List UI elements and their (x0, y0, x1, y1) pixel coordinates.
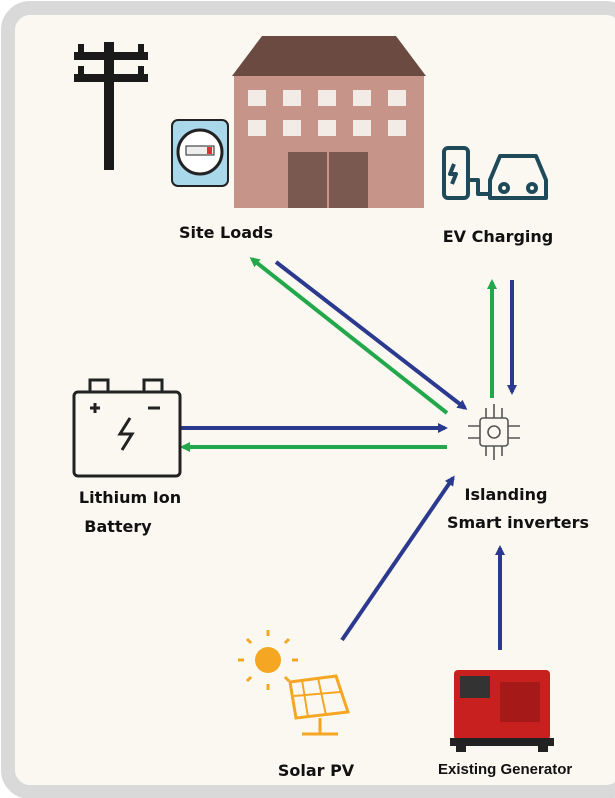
node-label: Lithium Ion (79, 488, 181, 507)
node-label: Solar PV (278, 761, 355, 780)
meter-icon (172, 120, 228, 186)
diagram: Site Loads EV Charging Lithium Ion Batte… (0, 0, 615, 798)
node-label: Existing Generator (438, 761, 572, 778)
node-label: Battery (84, 517, 152, 536)
node-label: Smart inverters (447, 513, 589, 532)
node-label: Site Loads (179, 223, 273, 242)
page: Site Loads EV Charging Lithium Ion Batte… (0, 0, 615, 798)
node-label: EV Charging (443, 227, 553, 246)
generator-icon (450, 670, 554, 752)
node-label: Islanding (465, 485, 548, 504)
building-icon (232, 36, 426, 208)
